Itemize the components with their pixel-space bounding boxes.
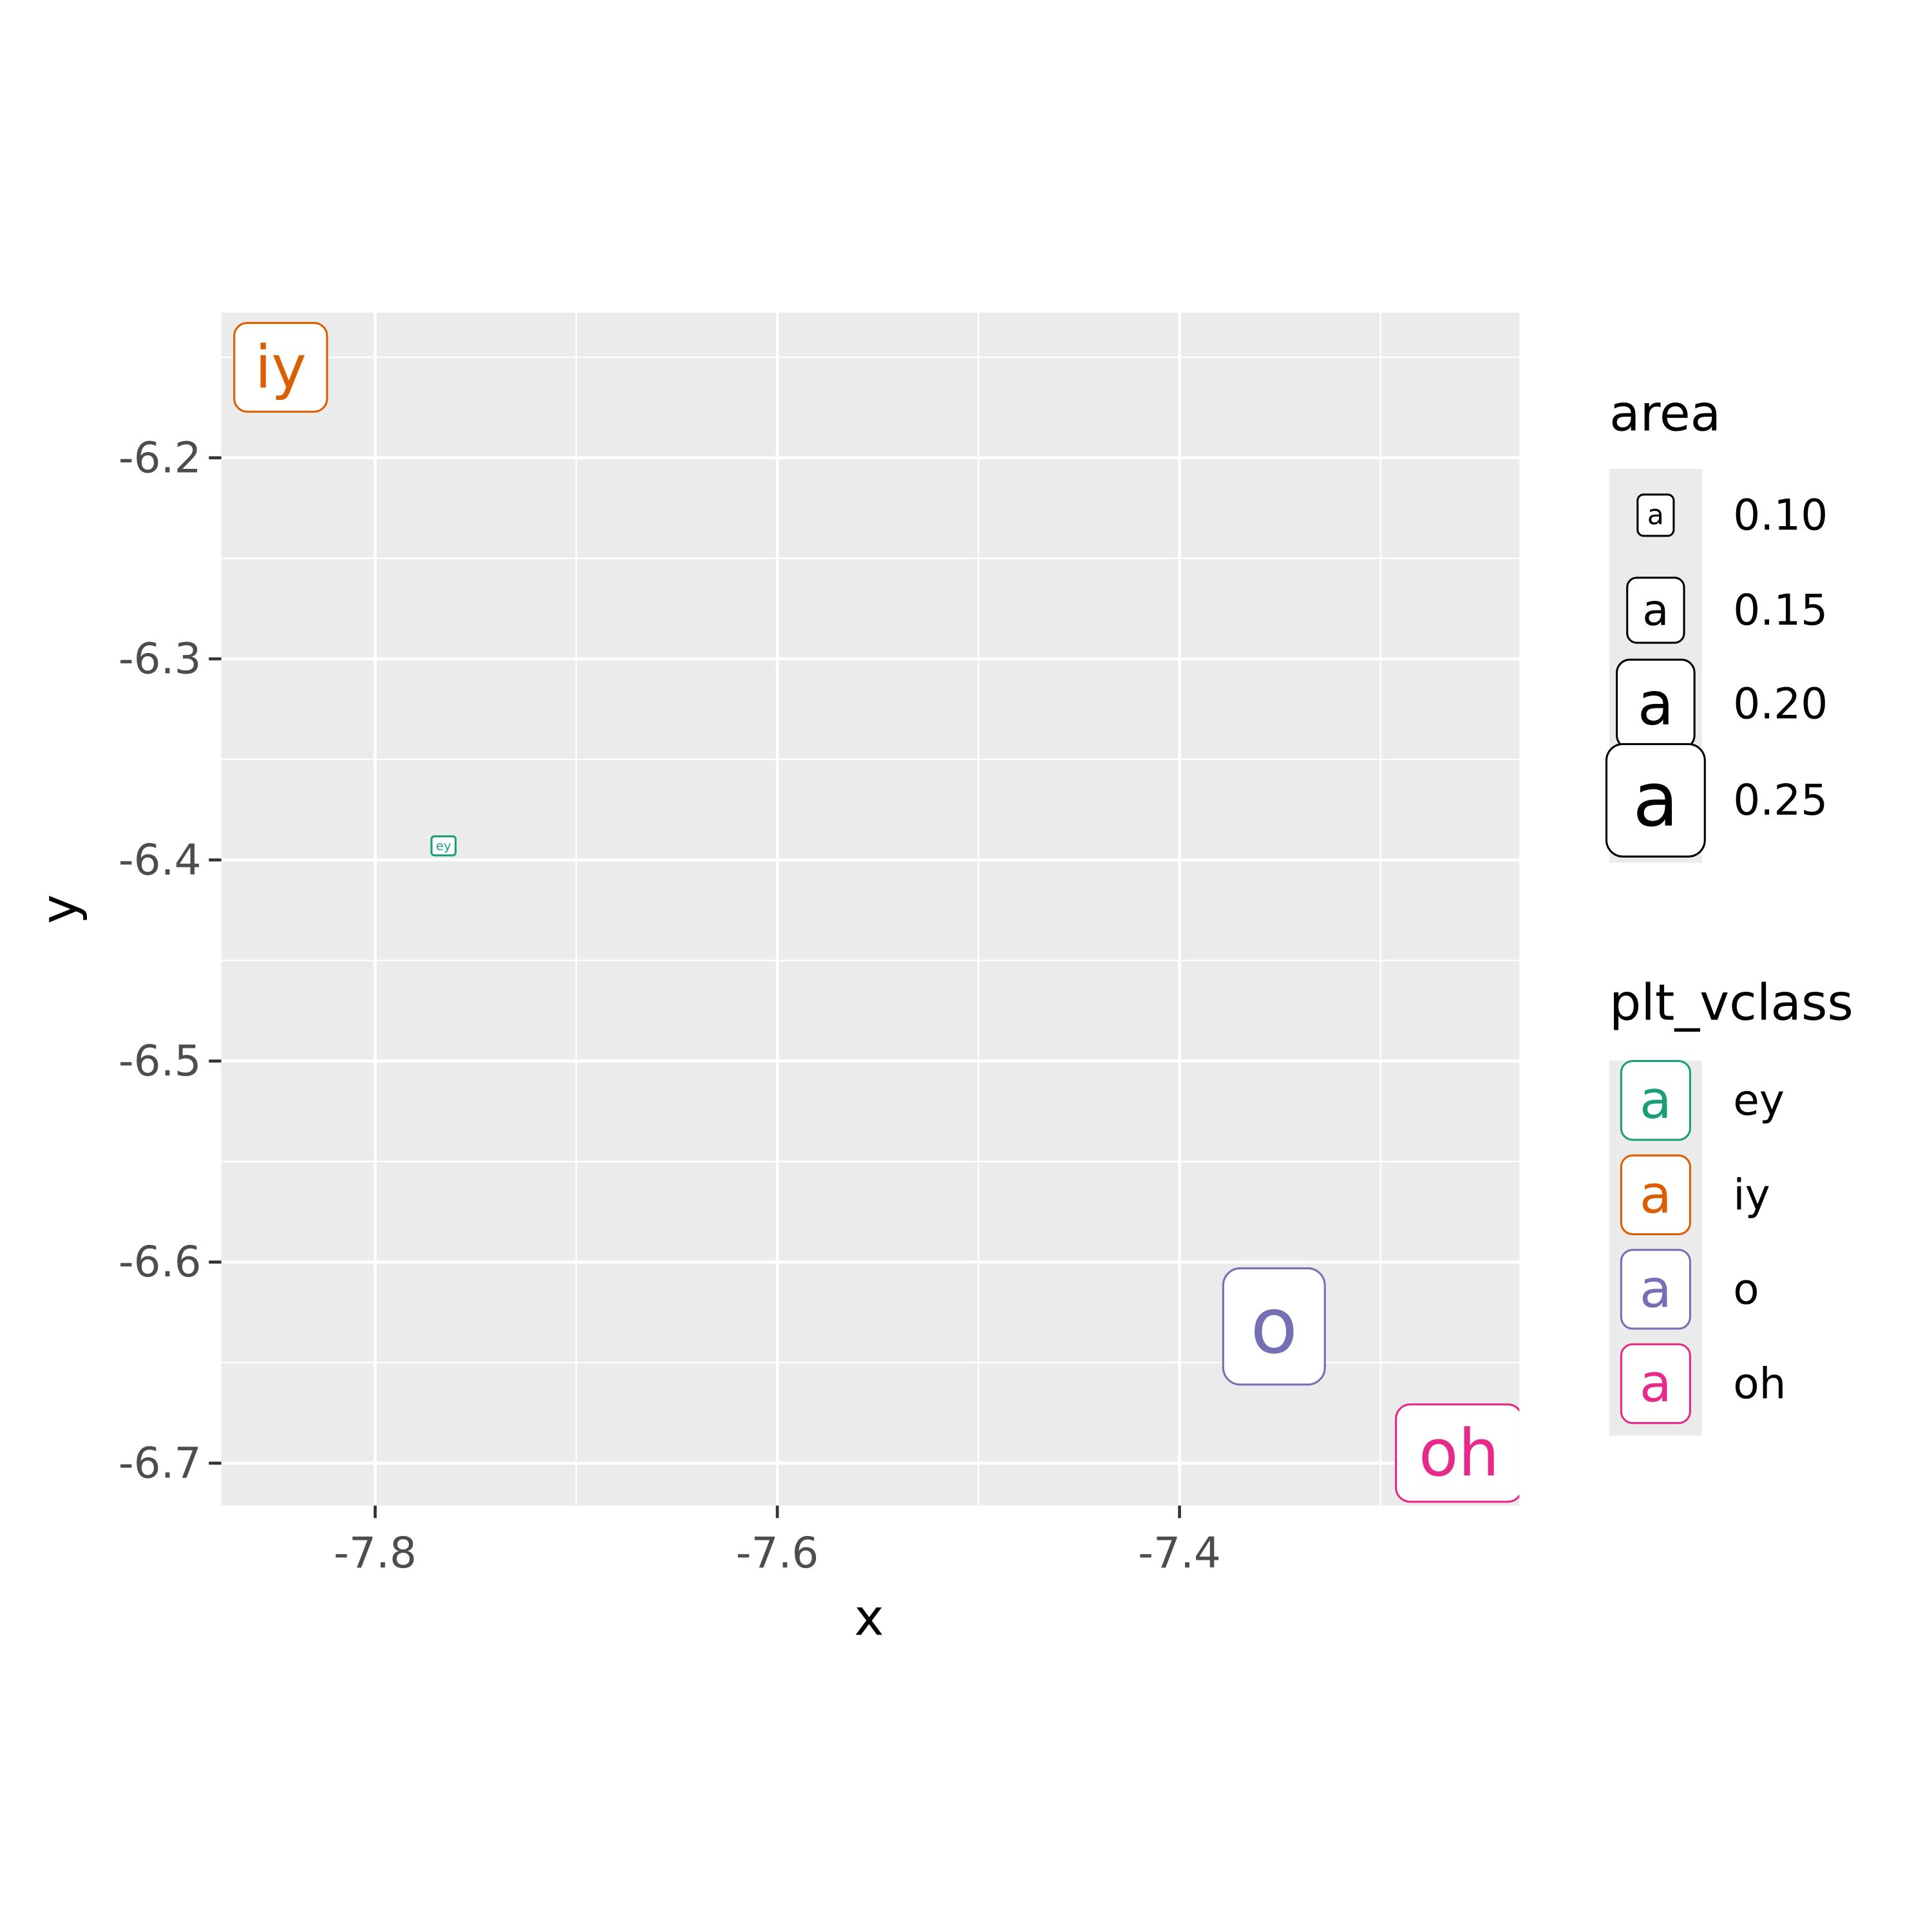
legend-title: plt_vclass — [1609, 974, 1853, 1032]
legend-key-text: a — [1638, 670, 1674, 739]
legend-key-text: a — [1640, 1353, 1672, 1414]
legend-label: 0.20 — [1733, 679, 1828, 729]
legend-label: 0.15 — [1733, 585, 1828, 635]
legend-key-box — [1620, 1154, 1691, 1236]
legend-key: a — [1616, 658, 1696, 750]
legend-key-text: a — [1640, 1258, 1672, 1320]
legend-key-box — [1620, 1343, 1691, 1425]
data-label: iy — [233, 321, 328, 413]
legend-key-box — [1620, 1060, 1691, 1141]
legend-key-box — [1626, 576, 1685, 644]
data-label-box — [430, 835, 457, 857]
legend-label: iy — [1733, 1170, 1770, 1220]
legend-label: oh — [1733, 1359, 1786, 1408]
legend-label: 0.10 — [1733, 491, 1828, 540]
y-tick-label: -6.3 — [118, 634, 202, 684]
data-label: oh — [1395, 1403, 1520, 1503]
y-axis-title: y — [31, 895, 89, 924]
y-tick-label: -6.4 — [118, 835, 202, 885]
x-tick-label: -7.8 — [334, 1528, 417, 1578]
legend-key: a — [1620, 1249, 1691, 1330]
legend-key: a — [1626, 576, 1685, 644]
data-label-text: iy — [255, 333, 307, 402]
legend-label: o — [1733, 1264, 1759, 1314]
legend-key-text: a — [1642, 585, 1669, 636]
data-label-box — [233, 321, 328, 413]
data-label-box — [1222, 1267, 1326, 1386]
x-tick-label: -7.4 — [1138, 1528, 1221, 1578]
legend-key: a — [1636, 493, 1675, 537]
data-label: ey — [430, 835, 457, 857]
legend-key-text: a — [1640, 1070, 1672, 1131]
legend-key-box — [1636, 493, 1675, 537]
legend-key-box — [1620, 1249, 1691, 1330]
data-label-text: ey — [436, 838, 451, 853]
legend-label: 0.25 — [1733, 775, 1828, 825]
legend-key-text: a — [1647, 499, 1664, 531]
legend-key-text: a — [1633, 757, 1678, 844]
y-tick-label: -6.2 — [118, 433, 202, 482]
legend-label: ey — [1733, 1075, 1785, 1125]
data-label-box — [1395, 1403, 1520, 1503]
y-tick-label: -6.7 — [118, 1438, 202, 1488]
legend-key-text: a — [1640, 1164, 1672, 1226]
legend-key: a — [1620, 1343, 1691, 1425]
x-tick-label: -7.6 — [736, 1528, 819, 1578]
data-label-text: o — [1250, 1282, 1298, 1372]
data-label: o — [1222, 1267, 1326, 1386]
legend-key: a — [1605, 743, 1706, 858]
legend-key: a — [1620, 1060, 1691, 1141]
legend-key: a — [1620, 1154, 1691, 1236]
y-tick-label: -6.6 — [118, 1237, 202, 1287]
legend-title: area — [1609, 385, 1721, 443]
y-tick-label: -6.5 — [118, 1036, 202, 1086]
x-axis-title: x — [855, 1589, 884, 1647]
data-label-text: oh — [1419, 1416, 1499, 1491]
legend-key-box — [1605, 743, 1706, 858]
